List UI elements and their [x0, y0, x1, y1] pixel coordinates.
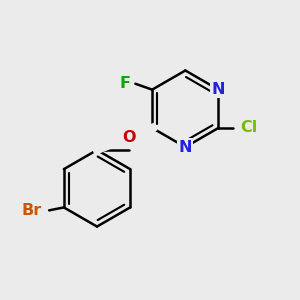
Text: O: O: [122, 130, 136, 145]
Text: Br: Br: [22, 203, 42, 218]
Text: F: F: [119, 76, 130, 91]
Text: Cl: Cl: [241, 120, 258, 135]
Text: N: N: [212, 82, 225, 97]
Text: N: N: [178, 140, 192, 154]
